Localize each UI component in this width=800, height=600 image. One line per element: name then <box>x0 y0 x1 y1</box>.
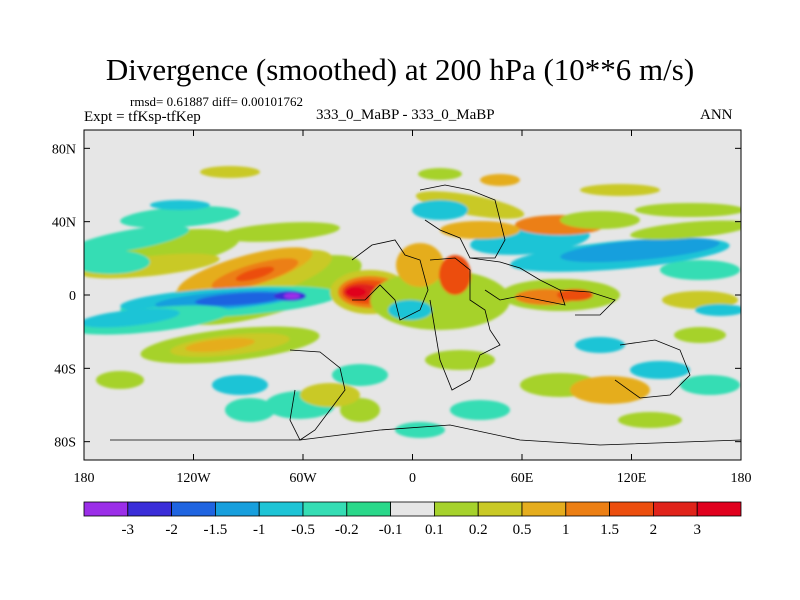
colorbar-swatch <box>171 501 216 517</box>
contour-field <box>84 166 741 438</box>
colorbar-level-label: 1 <box>562 522 570 538</box>
colorbar-level-label: -0.1 <box>379 522 403 538</box>
colorbar-swatch <box>83 501 129 517</box>
colorbar-swatch <box>258 501 304 517</box>
colorbar-swatch <box>302 501 348 517</box>
x-tick-label: 60W <box>289 471 317 486</box>
x-tick-label: 120W <box>176 471 211 486</box>
colorbar-swatch <box>696 501 742 517</box>
colorbar-swatch <box>346 501 391 517</box>
chart-title: Divergence (smoothed) at 200 hPa (10**6 … <box>105 52 695 87</box>
colorbar-swatch <box>653 501 698 517</box>
season-label: ANN <box>700 107 733 123</box>
y-axis-ticks: 80N 40N 0 40S 80S <box>52 142 741 451</box>
colorbar-level-label: 0.2 <box>469 522 488 538</box>
x-axis-ticks: 180 120W 60W 0 60E 120E 180 <box>74 130 752 486</box>
colorbar-level-label: 0.5 <box>513 522 532 538</box>
stats-line: rmsd= 0.61887 diff= 0.00101762 <box>130 94 303 109</box>
colorbar-level-label: 2 <box>650 522 658 538</box>
colorbar-level-label: 0.1 <box>425 522 444 538</box>
x-tick-label: 180 <box>731 471 752 486</box>
colorbar-swatch <box>565 501 610 517</box>
y-tick-label: 0 <box>69 289 76 304</box>
experiment-label: Expt = tfKsp-tfKep <box>84 109 201 125</box>
colorbar: -3 -2 -1.5 -1 -0.5 -0.2 -0.1 0.1 0.2 0.5 1 1.5 2 3 <box>83 501 742 538</box>
colorbar-level-label: 1.5 <box>600 522 619 538</box>
colorbar-swatch <box>609 501 654 517</box>
colorbar-swatch <box>127 501 173 517</box>
colorbar-level-label: -2 <box>165 522 178 538</box>
colorbar-level-label: -3 <box>122 522 135 538</box>
y-tick-label: 80S <box>54 436 76 451</box>
y-tick-label: 40N <box>52 216 76 231</box>
x-tick-label: 120E <box>617 471 647 486</box>
colorbar-level-label: -0.2 <box>335 522 359 538</box>
y-tick-label: 40S <box>54 362 76 377</box>
x-tick-label: 60E <box>511 471 534 486</box>
cases-label: 333_0_MaBP - 333_0_MaBP <box>316 107 495 123</box>
colorbar-swatch <box>390 501 435 517</box>
continent-outlines <box>110 184 741 446</box>
colorbar-swatch <box>521 501 567 517</box>
colorbar-level-label: -1 <box>253 522 266 538</box>
x-tick-label: 180 <box>74 471 95 486</box>
y-tick-label: 80N <box>52 142 76 157</box>
colorbar-swatch <box>214 501 260 517</box>
colorbar-level-label: -1.5 <box>204 522 228 538</box>
colorbar-level-label: -0.5 <box>291 522 315 538</box>
colorbar-level-label: 3 <box>693 522 701 538</box>
colorbar-swatch <box>433 501 479 517</box>
colorbar-swatch <box>477 501 523 517</box>
x-tick-label: 0 <box>409 471 416 486</box>
